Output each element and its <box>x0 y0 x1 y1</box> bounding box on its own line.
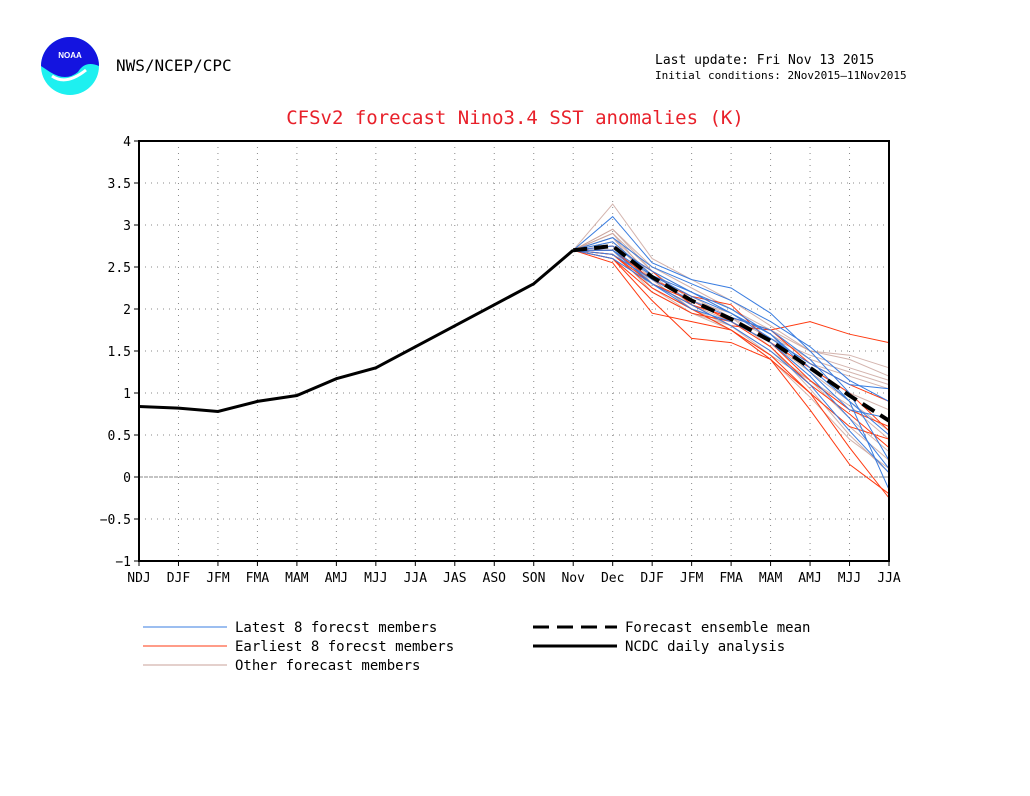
x-tick-label: JFM <box>206 571 230 586</box>
x-tick-label: MJJ <box>838 571 861 586</box>
x-tick-label: DJF <box>167 571 191 586</box>
y-tick-label: 3 <box>123 219 131 234</box>
analysis-line <box>138 249 575 413</box>
legend-label-latest: Latest 8 forecst members <box>235 620 437 636</box>
ensemble-mean-line <box>572 243 891 423</box>
legend-label-earliest: Earliest 8 forecst members <box>235 639 454 655</box>
y-tick-label: 0.5 <box>108 429 131 444</box>
x-tick-label: Nov <box>561 571 585 586</box>
latest-member-line <box>572 215 890 461</box>
y-tick-label: 3.5 <box>108 177 131 192</box>
x-tick-label: JFM <box>680 571 704 586</box>
y-tick-label: 2.5 <box>108 261 131 276</box>
latest-member-line <box>573 241 890 436</box>
legend-label-other: Other forecast members <box>235 658 420 674</box>
earliest-member-line <box>573 249 890 499</box>
x-tick-label: AMJ <box>798 571 821 586</box>
x-tick-label: JAS <box>443 571 466 586</box>
y-tick-label: 2 <box>123 303 131 318</box>
x-tick-label: DJF <box>640 571 664 586</box>
x-tick-label: FMA <box>719 571 743 586</box>
latest-member-line <box>573 249 890 419</box>
y-tick-label: −0.5 <box>100 513 131 528</box>
x-tick-label: MAM <box>759 571 783 586</box>
y-tick-label: 4 <box>123 135 131 150</box>
latest-member-line <box>573 249 890 469</box>
earliest-member-line <box>573 245 890 402</box>
earliest-member-line <box>573 249 890 428</box>
earliest-member-line <box>573 249 890 495</box>
x-tick-label: NDJ <box>127 571 150 586</box>
latest-member-line <box>573 249 890 474</box>
chart-title: CFSv2 forecast Nino3.4 SST anomalies (K) <box>286 107 744 129</box>
other-member-line <box>573 241 890 381</box>
latest-member-line <box>573 237 890 402</box>
organization-label: NWS/NCEP/CPC <box>116 56 232 75</box>
x-tick-label: Dec <box>601 571 624 586</box>
y-tick-label: 0 <box>123 471 131 486</box>
x-tick-label: MAM <box>285 571 309 586</box>
x-tick-label: JJA <box>404 571 428 586</box>
y-tick-label: −1 <box>115 555 131 570</box>
plot-frame <box>138 140 890 562</box>
legend-label-analysis: NCDC daily analysis <box>625 639 785 655</box>
x-tick-label: FMA <box>246 571 270 586</box>
x-tick-label: ASO <box>483 571 507 586</box>
other-member-line <box>573 245 890 461</box>
last-update: Last update: Fri Nov 13 2015 <box>655 53 875 68</box>
x-tick-label: SON <box>522 571 545 586</box>
initial-conditions: Initial conditions: 2Nov2015–11Nov2015 <box>655 69 907 82</box>
x-tick-label: MJJ <box>364 571 387 586</box>
legend-label-mean: Forecast ensemble mean <box>625 620 810 636</box>
y-tick-label: 1.5 <box>108 345 131 360</box>
x-tick-label: AMJ <box>325 571 348 586</box>
y-tick-label: 1 <box>123 387 131 402</box>
x-tick-label: JJA <box>877 571 901 586</box>
